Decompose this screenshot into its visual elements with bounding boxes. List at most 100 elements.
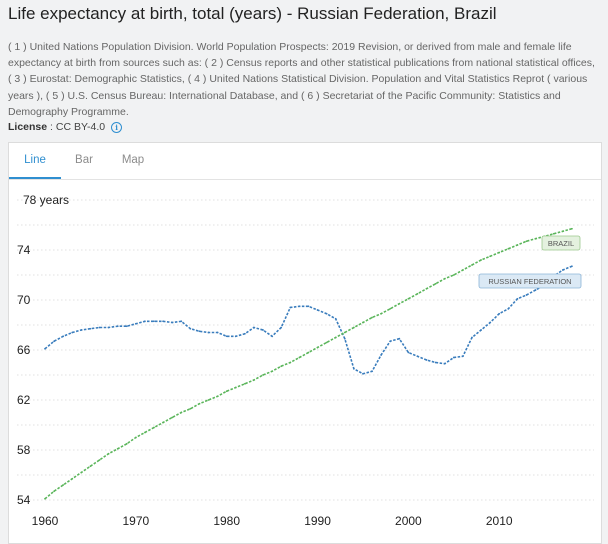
- series-flag-russian-federation: [478, 273, 582, 289]
- data-point-russian-federation: [343, 337, 346, 340]
- series-line-russian-federation: [44, 265, 573, 375]
- data-point-russian-federation: [516, 297, 519, 300]
- data-point-russian-federation: [380, 354, 383, 356]
- data-point-russian-federation: [461, 355, 464, 358]
- data-point-russian-federation: [180, 320, 183, 323]
- data-point-brazil: [289, 361, 292, 364]
- data-point-brazil: [125, 442, 128, 445]
- data-point-russian-federation: [44, 347, 46, 350]
- page-title: Life expectancy at birth, total (years) …: [8, 4, 497, 23]
- data-point-russian-federation: [162, 320, 165, 323]
- data-point-russian-federation: [307, 305, 310, 308]
- data-point-brazil: [271, 370, 274, 373]
- data-point-brazil: [380, 312, 383, 315]
- data-point-russian-federation: [398, 337, 401, 340]
- data-point-brazil: [371, 316, 373, 319]
- data-point-russian-federation: [434, 361, 437, 364]
- data-point-russian-federation: [153, 320, 155, 323]
- x-tick-label: 1960: [32, 514, 59, 528]
- data-point-brazil: [452, 274, 455, 276]
- series-flag-label: RUSSIAN FEDERATION: [488, 277, 571, 286]
- y-tick-label: 66: [17, 343, 31, 357]
- series-line-brazil: [44, 227, 573, 500]
- data-point-russian-federation: [525, 294, 528, 296]
- data-point-russian-federation: [144, 320, 146, 323]
- data-point-russian-federation: [452, 356, 455, 359]
- data-point-brazil: [480, 259, 482, 261]
- data-point-russian-federation: [571, 265, 573, 268]
- data-point-brazil: [434, 282, 437, 285]
- line-chart: 54 58 62 66 70 74 78 years 1960 1970 1980 1990 2000…: [17, 193, 594, 528]
- data-point-brazil: [316, 346, 319, 349]
- data-point-russian-federation: [216, 331, 219, 334]
- x-tick-label: 1970: [122, 514, 149, 528]
- data-point-brazil: [443, 277, 446, 280]
- data-point-brazil: [398, 302, 401, 305]
- data-point-russian-federation: [407, 351, 410, 354]
- data-point-russian-federation: [425, 359, 428, 361]
- tab-map[interactable]: Map: [121, 154, 145, 166]
- data-point-russian-federation: [116, 325, 119, 328]
- data-point-brazil: [116, 447, 119, 450]
- data-point-brazil: [262, 374, 264, 376]
- data-point-russian-federation: [289, 306, 292, 309]
- data-point-brazil: [53, 490, 55, 493]
- data-point-brazil: [234, 386, 237, 389]
- data-point-russian-federation: [234, 335, 237, 338]
- data-point-russian-federation: [107, 326, 110, 329]
- chart-type-tabs: Line Bar Map: [9, 143, 601, 180]
- data-point-russian-federation: [89, 327, 92, 330]
- data-point-russian-federation: [253, 326, 255, 329]
- data-point-brazil: [561, 230, 564, 233]
- data-point-brazil: [525, 240, 528, 243]
- data-point-russian-federation: [262, 329, 264, 331]
- data-point-brazil: [280, 365, 283, 368]
- data-point-brazil: [552, 232, 555, 235]
- x-tick-label: 1990: [304, 514, 331, 528]
- data-point-russian-federation: [53, 340, 55, 343]
- data-point-russian-federation: [134, 322, 137, 325]
- data-point-brazil: [343, 331, 346, 334]
- data-point-brazil: [416, 292, 419, 295]
- data-point-brazil: [98, 459, 101, 461]
- license-line: License : CC BY-4.0 i: [8, 121, 123, 133]
- tab-bar[interactable]: Bar: [75, 154, 93, 166]
- data-point-russian-federation: [325, 312, 328, 315]
- data-point-brazil: [571, 227, 573, 230]
- data-point-brazil: [134, 436, 137, 439]
- license-label: License: [8, 121, 48, 133]
- x-tick-label: 2010: [486, 514, 513, 528]
- data-point-brazil: [425, 287, 428, 290]
- data-point-brazil: [107, 452, 110, 455]
- data-point-russian-federation: [243, 332, 246, 335]
- y-tick-label: 58: [17, 443, 31, 457]
- data-point-russian-federation: [443, 362, 446, 365]
- data-point-brazil: [334, 336, 337, 339]
- y-axis-unit-label: 78 years: [23, 193, 69, 207]
- data-point-russian-federation: [416, 355, 419, 358]
- data-point-brazil: [189, 407, 192, 410]
- data-point-brazil: [171, 416, 174, 419]
- data-point-brazil: [198, 402, 201, 405]
- data-point-russian-federation: [507, 307, 510, 310]
- info-icon[interactable]: i: [111, 122, 123, 133]
- data-point-russian-federation: [98, 326, 101, 329]
- tab-line[interactable]: Line: [9, 143, 61, 179]
- data-point-russian-federation: [80, 329, 83, 331]
- data-point-brazil: [489, 255, 492, 258]
- y-tick-label: 74: [17, 243, 31, 257]
- data-point-brazil: [307, 351, 310, 354]
- data-point-russian-federation: [189, 327, 192, 330]
- data-point-brazil: [507, 247, 510, 250]
- data-point-brazil: [325, 341, 328, 344]
- data-point-brazil: [207, 399, 210, 401]
- data-point-russian-federation: [334, 317, 337, 320]
- data-point-russian-federation: [489, 321, 492, 324]
- data-point-russian-federation: [198, 330, 201, 333]
- data-point-brazil: [471, 264, 473, 266]
- data-point-brazil: [225, 390, 228, 393]
- data-point-russian-federation: [480, 329, 482, 331]
- data-point-brazil: [243, 382, 246, 385]
- data-point-brazil: [461, 269, 464, 271]
- data-point-russian-federation: [280, 326, 283, 329]
